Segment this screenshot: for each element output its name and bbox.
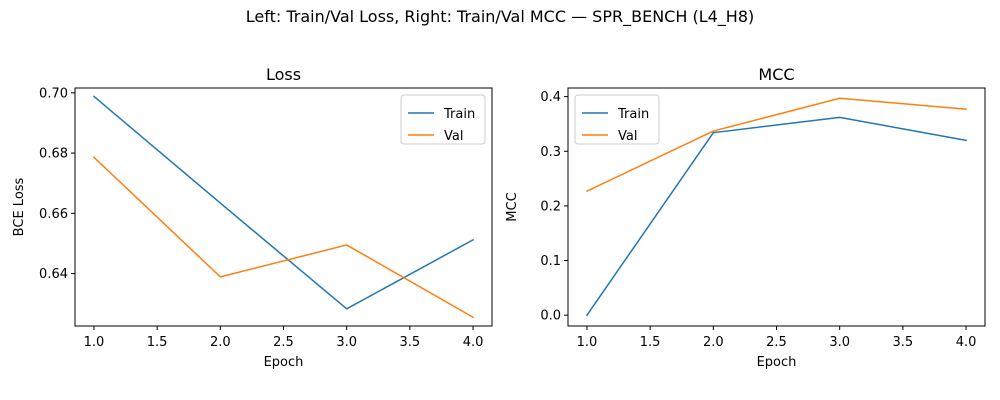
loss-x-tick-label: 1.0 (84, 335, 105, 350)
loss-y-tick-label: 0.68 (39, 147, 68, 162)
loss-legend: Train Val (400, 94, 486, 145)
mcc-x-tick-label: 3.5 (893, 335, 914, 350)
mcc-y-tick-label: 0.3 (540, 145, 561, 160)
loss-x-tick-label: 3.0 (336, 335, 357, 350)
mcc-y-tick-label: 0.0 (540, 309, 561, 324)
mcc-series-val-line (585, 97, 967, 193)
figure-suptitle: Left: Train/Val Loss, Right: Train/Val M… (246, 7, 754, 27)
mcc-axes-frame (567, 87, 986, 327)
loss-x-tick-label: 3.5 (400, 335, 421, 350)
loss-legend-train-label: Train (443, 107, 475, 122)
mcc-legend: Train Val (574, 94, 660, 145)
mcc-x-axis-label: Epoch (757, 355, 797, 370)
loss-y-axis-label: BCE Loss (12, 177, 27, 236)
loss-axes-frame (74, 87, 493, 327)
loss-x-tick-label: 2.0 (210, 335, 231, 350)
loss-series-train-line (92, 95, 475, 310)
mcc-x-tick-label: 1.5 (640, 335, 661, 350)
loss-x-tick-label: 1.5 (147, 335, 168, 350)
loss-legend-box (400, 94, 486, 145)
mcc-y-axis-label: MCC (505, 192, 520, 221)
mcc-plot-title: MCC (758, 65, 794, 84)
mcc-y-tick-label: 0.4 (540, 90, 561, 105)
mcc-legend-val-label: Val (618, 129, 637, 144)
loss-x-tick-label: 2.5 (273, 335, 294, 350)
mcc-legend-box (574, 94, 660, 145)
loss-series-val-line (92, 156, 475, 319)
mcc-panel: MCC 1.0 1.5 2.0 2.5 3.0 3.5 4.0 0.0 0.1 0.2 0.3 0.4 E… (505, 65, 986, 370)
loss-legend-val-label: Val (444, 129, 463, 144)
loss-plot-title: Loss (266, 65, 301, 84)
mcc-legend-train-label: Train (617, 107, 649, 122)
mcc-x-tick-label: 2.5 (766, 335, 787, 350)
loss-y-tick-label: 0.66 (39, 207, 68, 222)
loss-y-tick-label: 0.64 (39, 267, 68, 282)
mcc-x-tick-label: 1.0 (577, 335, 598, 350)
mcc-y-tick-label: 0.1 (540, 254, 561, 269)
loss-x-axis-label: Epoch (264, 355, 304, 370)
mcc-x-tick-label: 4.0 (956, 335, 977, 350)
loss-x-tick-label: 4.0 (463, 335, 484, 350)
loss-panel: Loss 1.0 1.5 2.0 2.5 3.0 3.5 4.0 0.64 0.66 0.68 0.7… (12, 65, 493, 370)
mcc-x-tick-label: 2.0 (703, 335, 724, 350)
mcc-series-train-line (585, 116, 967, 317)
loss-y-tick-label: 0.70 (39, 86, 68, 101)
mcc-y-tick-label: 0.2 (540, 199, 561, 214)
mcc-x-tick-label: 3.0 (829, 335, 850, 350)
